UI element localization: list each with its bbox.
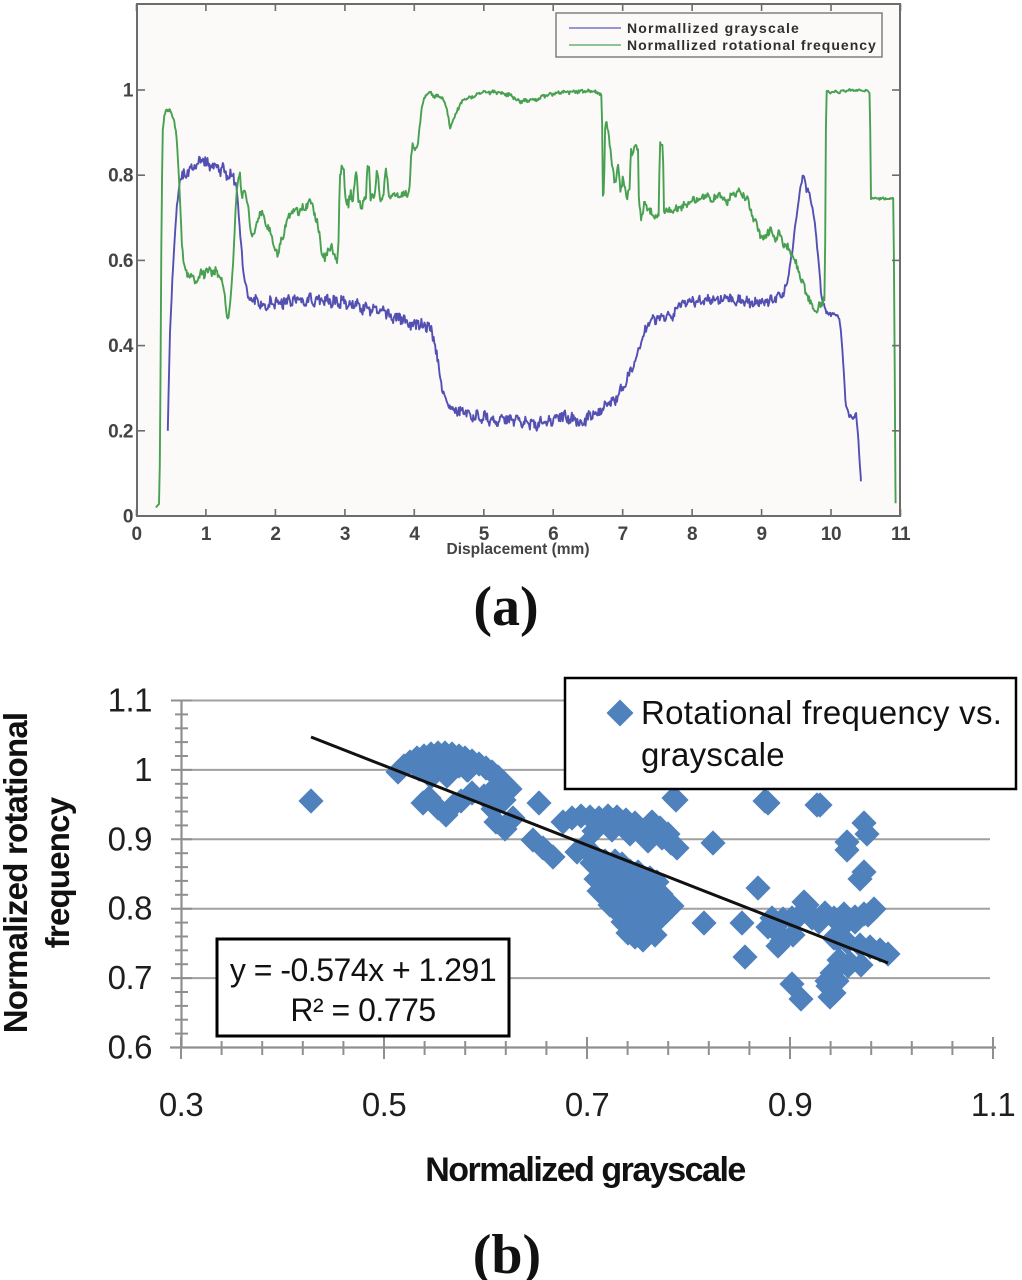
svg-text:7: 7 — [618, 524, 628, 545]
svg-text:0.6: 0.6 — [108, 1029, 152, 1066]
svg-text:(b): (b) — [473, 1224, 541, 1280]
svg-text:(a): (a) — [473, 576, 538, 638]
svg-text:10: 10 — [821, 524, 841, 545]
svg-text:Normallized grayscale: Normallized grayscale — [627, 20, 800, 36]
svg-text:R² = 0.775: R² = 0.775 — [290, 992, 435, 1028]
svg-text:0.8: 0.8 — [108, 890, 152, 927]
svg-text:Normalized rotational: Normalized rotational — [0, 713, 34, 1034]
svg-text:Normallized rotational frequen: Normallized rotational frequency — [627, 37, 877, 53]
svg-text:Rotational frequency vs.: Rotational frequency vs. — [641, 694, 1002, 731]
svg-text:y = -0.574x + 1.291: y = -0.574x + 1.291 — [230, 952, 496, 988]
svg-text:1: 1 — [201, 524, 212, 545]
svg-text:0.9: 0.9 — [768, 1086, 812, 1123]
svg-text:1: 1 — [123, 81, 134, 102]
svg-text:0.4: 0.4 — [108, 336, 134, 357]
svg-text:0.3: 0.3 — [159, 1086, 203, 1123]
svg-text:3: 3 — [340, 524, 350, 545]
svg-text:0.7: 0.7 — [565, 1086, 609, 1123]
svg-text:0.2: 0.2 — [108, 421, 133, 442]
svg-text:frequency: frequency — [39, 796, 76, 948]
svg-text:11: 11 — [891, 524, 911, 545]
svg-text:0.5: 0.5 — [362, 1086, 406, 1123]
svg-text:Normalized grayscale: Normalized grayscale — [425, 1151, 745, 1189]
svg-text:1.1: 1.1 — [108, 682, 152, 719]
svg-text:0.9: 0.9 — [108, 820, 152, 857]
svg-text:0.6: 0.6 — [108, 251, 133, 272]
svg-text:5: 5 — [479, 524, 490, 545]
svg-text:Displacement (mm): Displacement (mm) — [447, 541, 590, 558]
svg-text:0: 0 — [131, 524, 141, 545]
svg-text:0.7: 0.7 — [108, 959, 152, 996]
svg-text:6: 6 — [548, 524, 558, 545]
svg-text:0.8: 0.8 — [108, 166, 133, 187]
svg-text:8: 8 — [687, 524, 697, 545]
svg-text:9: 9 — [757, 524, 767, 545]
svg-text:4: 4 — [409, 524, 420, 545]
svg-text:0: 0 — [123, 507, 133, 528]
svg-text:2: 2 — [270, 524, 280, 545]
svg-text:1.1: 1.1 — [971, 1086, 1015, 1123]
svg-text:1: 1 — [134, 751, 152, 788]
svg-text:grayscale: grayscale — [641, 736, 785, 773]
